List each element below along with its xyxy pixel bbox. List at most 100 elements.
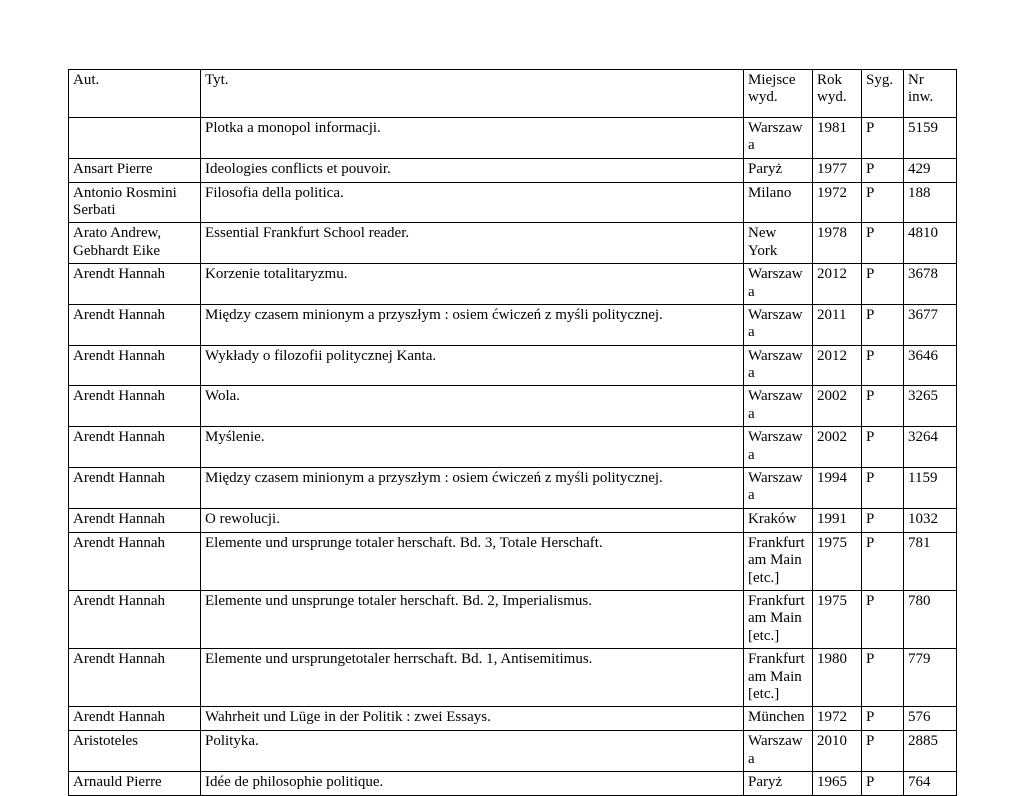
- cell-rok: 1977: [812, 157, 862, 183]
- cell-syg: P: [861, 648, 904, 708]
- cell-rok: 2012: [812, 263, 862, 305]
- cell-nr: 429: [903, 157, 957, 183]
- cell-aut: Arendt Hannah: [68, 531, 201, 591]
- cell-tyt: Między czasem minionym a przyszłym : osi…: [200, 467, 744, 509]
- cell-nr: 1032: [903, 507, 957, 533]
- cell-rok: 1981: [812, 116, 862, 159]
- table-row: Ansart Pierre Ideologies conflicts et pou…: [68, 157, 957, 183]
- cell-syg: P: [861, 303, 904, 346]
- cell-tyt: Między czasem minionym a przyszłym : osi…: [200, 303, 744, 346]
- cell-nr: 781: [903, 531, 957, 591]
- table-row: Arendt Hannah Między czasem minionym a pr…: [68, 467, 957, 509]
- cell-tyt: Polityka.: [200, 730, 744, 773]
- cell-tyt: Plotka a monopol informacji.: [200, 116, 744, 159]
- table-row: Arendt Hannah Wahrheit und Lüge in der Po…: [68, 706, 957, 732]
- catalog-table-body: Plotka a monopol informacji. Warszawa 1981…: [68, 116, 957, 796]
- column-header-aut: Aut.: [68, 69, 201, 118]
- cell-tyt: Idée de philosophie politique.: [200, 771, 744, 796]
- cell-tyt: Myślenie.: [200, 426, 744, 469]
- cell-syg: P: [861, 157, 904, 183]
- cell-aut: Arendt Hannah: [68, 303, 201, 346]
- cell-tyt: Korzenie totalitaryzmu.: [200, 263, 744, 305]
- cell-tyt: Elemente und ursprungetotaler herrschaft…: [200, 648, 744, 708]
- cell-syg: P: [861, 507, 904, 533]
- cell-rok: 1978: [812, 222, 862, 265]
- cell-nr: 779: [903, 648, 957, 708]
- cell-syg: P: [861, 771, 904, 796]
- cell-aut: Arato Andrew, Gebhardt Eike: [68, 222, 201, 265]
- cell-aut: Antonio Rosmini Serbati: [68, 181, 201, 224]
- cell-nr: 3678: [903, 263, 957, 305]
- cell-rok: 1980: [812, 648, 862, 708]
- cell-rok: 2002: [812, 426, 862, 469]
- cell-aut: Arendt Hannah: [68, 426, 201, 469]
- cell-miejsce: Warszawa: [743, 303, 813, 346]
- cell-aut: [68, 116, 201, 159]
- cell-rok: 2010: [812, 730, 862, 773]
- cell-miejsce: Milano: [743, 181, 813, 224]
- cell-tyt: O rewolucji.: [200, 507, 744, 533]
- cell-syg: P: [861, 426, 904, 469]
- cell-tyt: Essential Frankfurt School reader.: [200, 222, 744, 265]
- cell-miejsce: Paryż: [743, 157, 813, 183]
- cell-syg: P: [861, 116, 904, 159]
- document-page: Aut. Tyt. Miejsce wyd. Rok wyd. Syg. Nr …: [68, 69, 957, 796]
- cell-syg: P: [861, 344, 904, 387]
- cell-rok: 1972: [812, 706, 862, 732]
- table-row: Arendt Hannah Wola. Warszawa 2002 P 3265: [68, 385, 957, 428]
- cell-syg: P: [861, 263, 904, 305]
- column-header-miejsce: Miejsce wyd.: [743, 69, 813, 118]
- cell-rok: 1975: [812, 531, 862, 591]
- cell-tyt: Ideologies conflicts et pouvoir.: [200, 157, 744, 183]
- cell-syg: P: [861, 589, 904, 650]
- cell-aut: Arendt Hannah: [68, 706, 201, 732]
- cell-miejsce: Frankfurt am Main [etc.]: [743, 589, 813, 650]
- table-row: Arendt Hannah Myślenie. Warszawa 2002 P 3264: [68, 426, 957, 469]
- cell-syg: P: [861, 706, 904, 732]
- cell-tyt: Wykłady o filozofii politycznej Kanta.: [200, 344, 744, 387]
- cell-miejsce: Frankfurt am Main [etc.]: [743, 648, 813, 708]
- cell-miejsce: Paryż: [743, 771, 813, 796]
- cell-rok: 1994: [812, 467, 862, 509]
- cell-nr: 764: [903, 771, 957, 796]
- cell-syg: P: [861, 730, 904, 773]
- cell-nr: 188: [903, 181, 957, 224]
- cell-miejsce: Warszawa: [743, 730, 813, 773]
- cell-syg: P: [861, 531, 904, 591]
- cell-syg: P: [861, 385, 904, 428]
- table-row: Aristoteles Polityka. Warszawa 2010 P 2885: [68, 730, 957, 773]
- table-row: Plotka a monopol informacji. Warszawa 1981…: [68, 116, 957, 159]
- cell-aut: Arendt Hannah: [68, 263, 201, 305]
- cell-aut: Arnauld Pierre: [68, 771, 201, 796]
- cell-aut: Arendt Hannah: [68, 507, 201, 533]
- cell-aut: Arendt Hannah: [68, 589, 201, 650]
- column-header-nr: Nr inw.: [903, 69, 957, 118]
- column-header-syg: Syg.: [861, 69, 904, 118]
- table-row: Arnauld Pierre Idée de philosophie politi…: [68, 771, 957, 796]
- cell-aut: Arendt Hannah: [68, 344, 201, 387]
- cell-nr: 3677: [903, 303, 957, 346]
- cell-aut: Arendt Hannah: [68, 467, 201, 509]
- cell-miejsce: Warszawa: [743, 263, 813, 305]
- catalog-table-header: Aut. Tyt. Miejsce wyd. Rok wyd. Syg. Nr …: [68, 69, 957, 118]
- cell-tyt: Elemente und ursprunge totaler herschaft…: [200, 531, 744, 591]
- cell-syg: P: [861, 467, 904, 509]
- cell-nr: 2885: [903, 730, 957, 773]
- cell-syg: P: [861, 181, 904, 224]
- table-row: Arendt Hannah Elemente und ursprunge tota…: [68, 531, 957, 591]
- cell-miejsce: München: [743, 706, 813, 732]
- cell-rok: 2012: [812, 344, 862, 387]
- cell-syg: P: [861, 222, 904, 265]
- cell-aut: Ansart Pierre: [68, 157, 201, 183]
- cell-tyt: Wola.: [200, 385, 744, 428]
- cell-miejsce: Kraków: [743, 507, 813, 533]
- cell-nr: 780: [903, 589, 957, 650]
- cell-miejsce: Warszawa: [743, 467, 813, 509]
- cell-nr: 1159: [903, 467, 957, 509]
- cell-miejsce: Frankfurt am Main [etc.]: [743, 531, 813, 591]
- table-row: Arendt Hannah Elemente und ursprungetotal…: [68, 648, 957, 708]
- table-row: Arendt Hannah Korzenie totalitaryzmu. Wars…: [68, 263, 957, 305]
- table-row: Arato Andrew, Gebhardt Eike Essential Fra…: [68, 222, 957, 265]
- catalog-table: Aut. Tyt. Miejsce wyd. Rok wyd. Syg. Nr …: [68, 69, 957, 796]
- cell-tyt: Wahrheit und Lüge in der Politik : zwei …: [200, 706, 744, 732]
